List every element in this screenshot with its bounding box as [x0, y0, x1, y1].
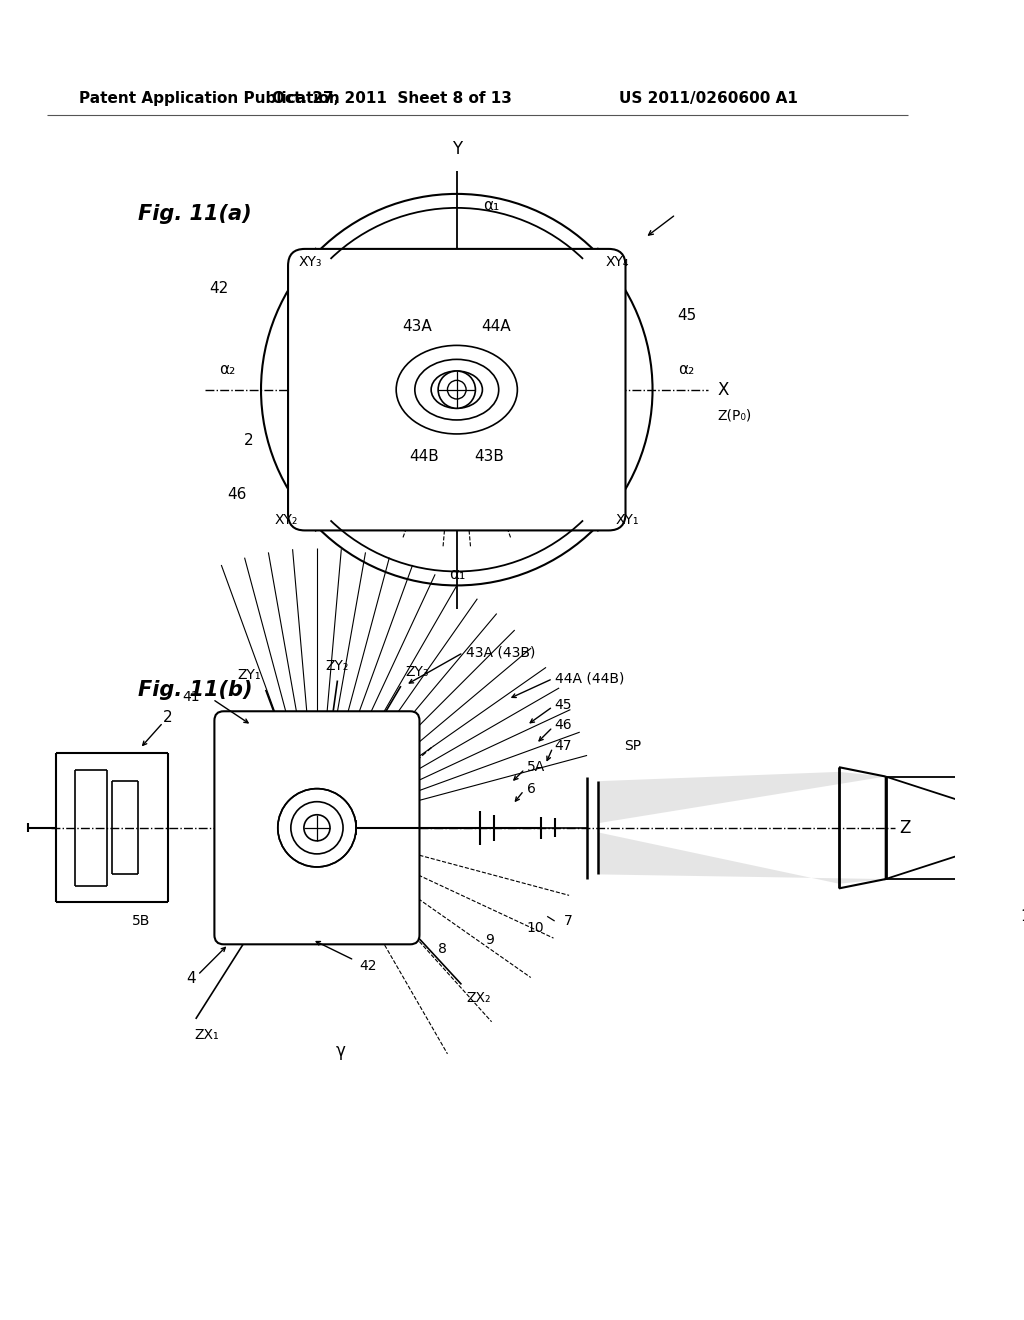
Text: 4: 4: [186, 972, 196, 986]
Text: Patent Application Publication: Patent Application Publication: [79, 91, 340, 107]
Text: 8: 8: [438, 942, 447, 956]
Text: US 2011/0260600 A1: US 2011/0260600 A1: [620, 91, 798, 107]
Text: XY₄: XY₄: [606, 255, 630, 269]
Polygon shape: [598, 833, 886, 883]
Polygon shape: [598, 772, 886, 824]
Text: 43A: 43A: [402, 318, 432, 334]
Text: α₁: α₁: [483, 198, 499, 213]
Text: Z: Z: [899, 818, 911, 837]
Text: ZX₂: ZX₂: [466, 991, 490, 1005]
Text: 6: 6: [526, 781, 536, 796]
Text: Y: Y: [452, 140, 462, 158]
Text: 44A (44B): 44A (44B): [555, 672, 624, 685]
Text: XY₃: XY₃: [299, 255, 323, 269]
Text: 5A: 5A: [526, 760, 545, 775]
Text: XY₁: XY₁: [615, 512, 639, 527]
Text: α₂: α₂: [219, 362, 236, 376]
Text: ZY₂: ZY₂: [326, 659, 349, 673]
Text: 44B: 44B: [410, 449, 439, 465]
Circle shape: [438, 371, 475, 408]
Text: P₀: P₀: [331, 888, 345, 902]
Text: Fig. 11(a): Fig. 11(a): [138, 205, 252, 224]
Text: Fig. 11(b): Fig. 11(b): [138, 680, 253, 700]
Text: β₂: β₂: [349, 750, 364, 764]
Text: X: X: [356, 903, 367, 917]
Circle shape: [278, 788, 356, 867]
Text: α₁: α₁: [449, 566, 465, 582]
Text: 2: 2: [163, 710, 173, 725]
Text: X: X: [718, 380, 729, 399]
Text: 7: 7: [564, 913, 572, 928]
Text: ZY₃: ZY₃: [406, 665, 429, 678]
Text: ZX₁: ZX₁: [195, 1028, 219, 1043]
Text: 42: 42: [209, 281, 228, 297]
FancyBboxPatch shape: [288, 249, 626, 531]
Text: 5B: 5B: [132, 913, 151, 928]
Text: 11: 11: [1021, 909, 1024, 924]
Text: 2: 2: [244, 433, 254, 449]
Text: 42: 42: [359, 958, 377, 973]
Text: β₁: β₁: [287, 766, 301, 779]
Text: 45: 45: [678, 308, 697, 322]
Text: γ: γ: [335, 1043, 345, 1060]
Text: 46: 46: [555, 718, 572, 733]
Text: 10: 10: [526, 921, 545, 936]
Text: 46: 46: [227, 487, 247, 502]
Text: Z(P₀): Z(P₀): [718, 409, 752, 422]
Text: 43B: 43B: [474, 449, 505, 465]
Text: Y: Y: [347, 719, 356, 734]
FancyBboxPatch shape: [214, 711, 420, 944]
Text: SP: SP: [625, 739, 642, 752]
Text: α₂: α₂: [678, 362, 694, 376]
Text: Oct. 27, 2011  Sheet 8 of 13: Oct. 27, 2011 Sheet 8 of 13: [271, 91, 511, 107]
Text: 45: 45: [555, 698, 572, 711]
Text: 41: 41: [183, 690, 201, 705]
Text: 47: 47: [555, 739, 572, 752]
Text: 44A: 44A: [481, 318, 511, 334]
Text: 43A (43B): 43A (43B): [466, 645, 536, 660]
Text: ZY₁: ZY₁: [238, 668, 261, 682]
Text: XY₂: XY₂: [274, 512, 298, 527]
Text: 9: 9: [484, 933, 494, 946]
